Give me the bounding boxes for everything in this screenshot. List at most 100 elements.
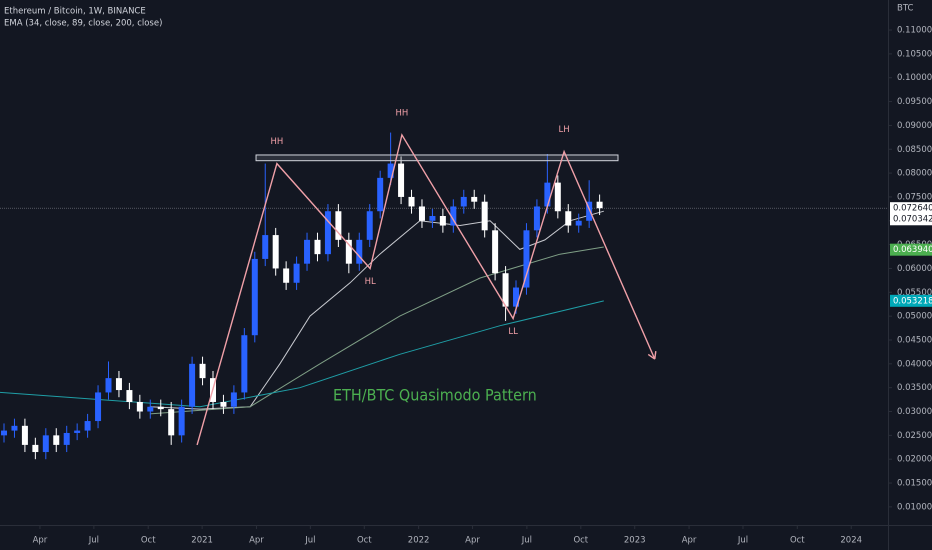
candle-body xyxy=(335,211,342,240)
ema-line xyxy=(149,210,604,410)
candle-body xyxy=(272,235,279,269)
pattern-label: LH xyxy=(559,125,570,135)
pattern-label: HH xyxy=(396,108,409,118)
x-tick-label: Jul xyxy=(737,536,748,546)
candle-body xyxy=(53,435,60,445)
candle-body xyxy=(533,206,540,231)
candle-body xyxy=(418,206,425,221)
chart-title: Ethereum / Bitcoin, 1W, BINANCE xyxy=(4,7,146,17)
candle-body xyxy=(356,239,363,264)
price-label-box xyxy=(890,202,932,215)
x-tick-label: 2024 xyxy=(840,536,862,546)
candle-body xyxy=(74,430,81,433)
pattern-label: LL xyxy=(508,327,518,337)
candle-body xyxy=(251,258,258,336)
candle-body xyxy=(189,363,196,407)
candle-body xyxy=(544,182,551,207)
indicator-legend: EMA (34, close, 89, close, 200, close) xyxy=(4,19,162,29)
candle-body xyxy=(377,177,384,212)
y-unit: BTC xyxy=(897,4,914,14)
candle-body xyxy=(492,230,499,274)
candle-body xyxy=(586,201,593,221)
candle-body xyxy=(460,196,467,207)
candle-body xyxy=(439,216,446,226)
candle-body xyxy=(84,421,91,431)
candle-body xyxy=(136,401,143,412)
pattern-label: HH xyxy=(271,137,284,147)
arrow-head xyxy=(654,351,657,360)
x-tick-label: Jul xyxy=(88,536,99,546)
candle-body xyxy=(324,211,331,255)
x-tick-label: 2022 xyxy=(408,536,430,546)
candle-body xyxy=(387,163,394,178)
price-label: 0.053218 xyxy=(893,296,932,306)
candle-body xyxy=(523,230,530,288)
candle-body xyxy=(304,239,311,264)
candle-body xyxy=(32,444,39,453)
candle-body xyxy=(575,220,582,226)
candle-body xyxy=(42,435,49,453)
candle-body xyxy=(293,263,300,283)
candle-body xyxy=(450,206,457,226)
x-tick-label: Apr xyxy=(33,536,48,546)
pattern-line xyxy=(196,133,656,446)
candle-body xyxy=(241,335,248,393)
candle-body xyxy=(1,430,8,436)
pattern-title: ETH/BTC Quasimodo Pattern xyxy=(333,386,537,405)
candle-body xyxy=(230,392,237,407)
candle-body xyxy=(63,432,70,445)
candle-body xyxy=(283,268,290,283)
candle-body xyxy=(502,273,509,307)
price-label-box xyxy=(890,294,932,307)
price-label-box xyxy=(890,243,932,256)
ema-line xyxy=(149,246,604,415)
candle-body xyxy=(147,406,154,412)
candle-body xyxy=(168,409,175,436)
candle-body xyxy=(115,378,122,391)
x-tick-label: Oct xyxy=(573,536,588,546)
pattern-label: HL xyxy=(365,277,376,287)
x-tick-label: Oct xyxy=(790,536,805,546)
candle-body xyxy=(596,201,603,209)
candle-body xyxy=(408,196,415,207)
candle-body xyxy=(199,363,206,379)
x-tick-label: 2023 xyxy=(624,536,646,546)
x-tick-label: Apr xyxy=(249,536,264,546)
candle-body xyxy=(157,406,164,410)
x-tick-label: Oct xyxy=(357,536,372,546)
price-label: 0.072640 xyxy=(893,204,932,214)
price-label: 0.063940 xyxy=(893,245,932,255)
candle-body xyxy=(429,216,436,221)
candle-body xyxy=(565,211,572,226)
candle-body xyxy=(554,182,561,212)
x-tick-label: Apr xyxy=(682,536,697,546)
candle-body xyxy=(481,201,488,231)
x-tick-label: Oct xyxy=(141,536,156,546)
candle-body xyxy=(11,425,18,431)
candle-body xyxy=(178,406,185,436)
candle-body xyxy=(262,235,269,259)
candle-body xyxy=(471,196,478,202)
candle-body xyxy=(21,425,28,445)
candle-body xyxy=(513,287,520,307)
arrow-head xyxy=(647,353,656,360)
candle-body xyxy=(126,390,133,402)
x-tick-label: Jul xyxy=(304,536,315,546)
candle-body xyxy=(105,378,112,393)
